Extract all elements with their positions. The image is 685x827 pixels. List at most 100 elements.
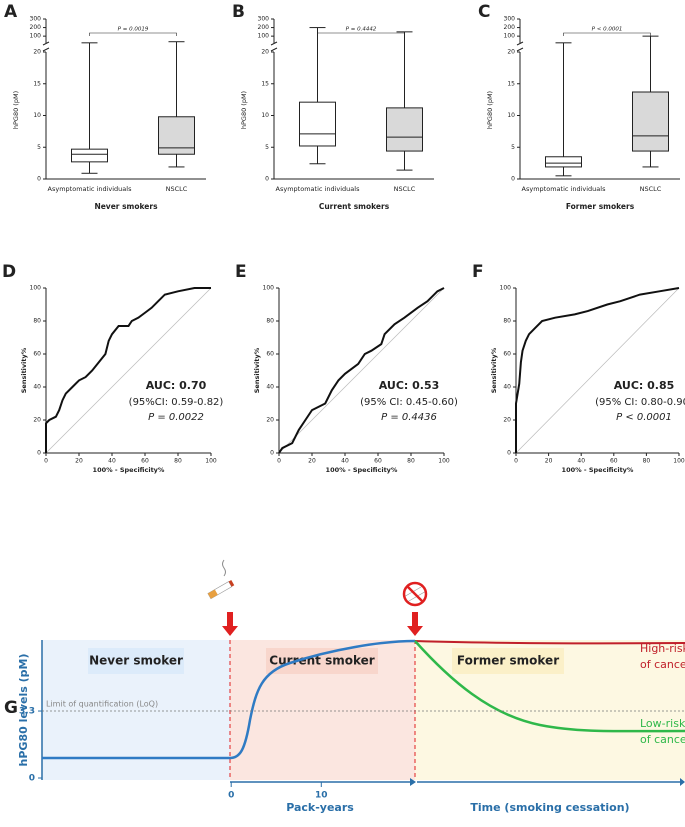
y-tick-label: 5 (37, 144, 41, 151)
x2-axis-label: Time (smoking cessation) (470, 801, 629, 814)
y-tick-label: 15 (507, 80, 515, 87)
y-tick-label: 200 (30, 24, 42, 31)
annotation: AUC: 0.53 (379, 379, 440, 392)
never-header (88, 648, 184, 674)
x-tick-label: 60 (610, 458, 618, 465)
panel-letter: D (2, 262, 16, 282)
x-axis-label: Pack-years (286, 801, 354, 814)
annotation: of cancer (640, 733, 685, 746)
x-tick-label: 100 (438, 458, 450, 465)
y-axis-label: hPG80 (pM) (486, 91, 494, 129)
p-value: P < 0.0001 (592, 27, 623, 33)
x-tick-label: NSCLC (640, 185, 662, 193)
y-tick-label: 60 (266, 351, 274, 358)
annotation: P = 0.4436 (381, 412, 437, 423)
roc-curve (515, 287, 680, 453)
annotation: (95% CI: 0.80-0.90) (595, 397, 685, 408)
x-tick-label: NSCLC (166, 185, 188, 193)
y-axis-label: hPG80 (pM) (240, 91, 248, 129)
y-tick-label: 100 (263, 285, 275, 292)
y-tick-label: 3.3 (19, 707, 35, 717)
x-tick-label: 80 (643, 458, 651, 465)
x-tick-label: 60 (374, 458, 382, 465)
y-tick-label: 80 (266, 318, 274, 325)
x-tick-label: 40 (577, 458, 585, 465)
reference-diagonal (515, 287, 680, 454)
axis-break (42, 47, 50, 52)
y-tick-label: 300 (258, 16, 270, 23)
box (71, 148, 108, 163)
panel-letter: G (4, 698, 18, 718)
x-tick-label: 0 (277, 458, 281, 465)
y-tick-label: 10 (261, 112, 269, 119)
x-axis-label: 100% - Specificity% (93, 466, 165, 474)
y-tick-label: 20 (33, 49, 41, 56)
y-tick-label: 10 (33, 112, 41, 119)
panel-letter: E (235, 262, 247, 282)
y-tick-label: 0 (37, 450, 41, 457)
y-tick-label: 5 (511, 144, 515, 151)
bracket (89, 32, 177, 36)
y-tick-label: 0 (511, 176, 515, 183)
box (545, 156, 582, 168)
current-header (266, 648, 378, 674)
x-tick-label: 20 (545, 458, 553, 465)
reference-diagonal (45, 287, 212, 454)
box (299, 101, 336, 147)
x-tick-label: 100 (673, 458, 685, 465)
box (386, 107, 423, 152)
low-risk-curve (414, 640, 685, 733)
x-axis-label: 100% - Specificity% (562, 466, 634, 474)
p-value: P = 0.4442 (346, 27, 377, 33)
smoke (222, 559, 226, 577)
bracket (563, 32, 651, 36)
region-label: Current smoker (269, 654, 374, 668)
bracket (317, 32, 405, 36)
axis-break (516, 41, 524, 46)
y-tick-label: 20 (266, 417, 274, 424)
box (158, 116, 195, 155)
panel-title: Never smokers (94, 202, 158, 211)
loq-label: Limit of quantification (LoQ) (46, 700, 158, 709)
y-tick-label: 40 (33, 384, 41, 391)
panel-letter: F (472, 262, 484, 282)
y-tick-label: 300 (30, 16, 42, 23)
y-tick-label: 100 (500, 285, 512, 292)
x-tick-label: 10 (315, 791, 328, 801)
y-tick-label: 20 (507, 49, 515, 56)
x-tick-label: 40 (108, 458, 116, 465)
y-tick-label: 100 (258, 33, 270, 40)
y-tick-label: 60 (33, 351, 41, 358)
x-tick-label: 40 (341, 458, 349, 465)
former-header (452, 648, 564, 674)
y-tick-label: 20 (261, 49, 269, 56)
y-axis-label: Sensitivity% (490, 347, 498, 393)
annotation: P = 0.0022 (148, 412, 204, 423)
no-smoking-icon (402, 581, 428, 607)
x-tick-label: 0 (228, 791, 234, 801)
y-tick-label: 40 (503, 384, 511, 391)
panel-title: Current smokers (319, 202, 390, 211)
x-tick-label: Asymptomatic individuals (48, 185, 133, 193)
current-curve (42, 639, 416, 760)
y-tick-label: 20 (503, 417, 511, 424)
axis-break (516, 47, 524, 52)
y-tick-label: 200 (504, 24, 516, 31)
x-axis-label: 100% - Specificity% (326, 466, 398, 474)
y-tick-label: 300 (504, 16, 516, 23)
x-tick-label: 60 (141, 458, 149, 465)
annotation: AUC: 0.70 (146, 379, 207, 392)
region-label: Former smoker (457, 654, 559, 668)
x-tick-label: 80 (407, 458, 415, 465)
y-tick-label: 0 (507, 450, 511, 457)
region-label: Never smoker (89, 654, 183, 668)
cigarette-icon (207, 580, 235, 600)
y-tick-label: 0 (29, 774, 35, 784)
annotation: Low-risk (640, 717, 685, 730)
y-axis-label: Sensitivity% (253, 347, 261, 393)
y-tick-label: 100 (504, 33, 516, 40)
y-axis-label: hPG80 (pM) (12, 91, 20, 129)
roc-curve (45, 287, 211, 453)
axis-break (270, 41, 278, 46)
